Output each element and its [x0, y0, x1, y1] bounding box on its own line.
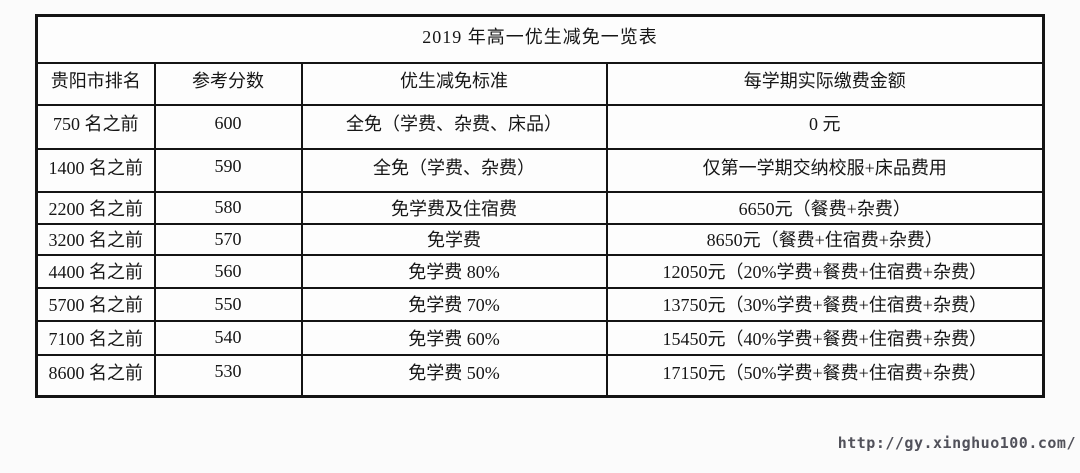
cell-standard: 全免（学费、杂费）	[300, 147, 608, 193]
cell-score: 530	[153, 353, 303, 398]
table-row: 8600 名之前 530 免学费 50% 17150元（50%学费+餐费+住宿费…	[35, 353, 1045, 398]
watermark-url: http://gy.xinghuo100.com/	[837, 434, 1076, 452]
cell-rank: 2200 名之前	[35, 190, 156, 225]
cell-score: 580	[153, 190, 303, 225]
cell-standard: 免学费 70%	[300, 286, 608, 322]
cell-standard: 免学费及住宿费	[300, 190, 608, 225]
fee-reduction-table: 2019 年高一优生减免一览表 贵阳市排名 参考分数 优生减免标准 每学期实际缴…	[35, 14, 1045, 398]
table-row: 750 名之前 600 全免（学费、杂费、床品） 0 元	[35, 103, 1045, 150]
table-row: 5700 名之前 550 免学费 70% 13750元（30%学费+餐费+住宿费…	[35, 286, 1045, 322]
cell-rank: 4400 名之前	[35, 253, 156, 289]
cell-payment: 6650元（餐费+杂费）	[605, 190, 1045, 225]
column-header-rank: 贵阳市排名	[35, 61, 156, 106]
cell-rank: 1400 名之前	[35, 147, 156, 193]
cell-score: 600	[153, 103, 303, 150]
cell-standard: 免学费 50%	[300, 353, 608, 398]
table-row: 3200 名之前 570 免学费 8650元（餐费+住宿费+杂费）	[35, 222, 1045, 256]
table-row: 7100 名之前 540 免学费 60% 15450元（40%学费+餐费+住宿费…	[35, 319, 1045, 356]
cell-standard: 免学费	[300, 222, 608, 256]
cell-payment: 仅第一学期交纳校服+床品费用	[605, 147, 1045, 193]
cell-payment: 12050元（20%学费+餐费+住宿费+杂费）	[605, 253, 1045, 289]
cell-payment: 15450元（40%学费+餐费+住宿费+杂费）	[605, 319, 1045, 356]
cell-standard: 全免（学费、杂费、床品）	[300, 103, 608, 150]
column-header-score: 参考分数	[153, 61, 303, 106]
header-row: 贵阳市排名 参考分数 优生减免标准 每学期实际缴费金额	[35, 61, 1045, 106]
column-header-payment: 每学期实际缴费金额	[605, 61, 1045, 106]
fee-table-sheet: 2019 年高一优生减免一览表 贵阳市排名 参考分数 优生减免标准 每学期实际缴…	[35, 14, 1045, 398]
column-header-standard: 优生减免标准	[300, 61, 608, 106]
cell-payment: 0 元	[605, 103, 1045, 150]
cell-rank: 750 名之前	[35, 103, 156, 150]
cell-payment: 17150元（50%学费+餐费+住宿费+杂费）	[605, 353, 1045, 398]
cell-score: 590	[153, 147, 303, 193]
cell-rank: 8600 名之前	[35, 353, 156, 398]
cell-rank: 3200 名之前	[35, 222, 156, 256]
title-row: 2019 年高一优生减免一览表	[35, 14, 1045, 64]
table-row: 4400 名之前 560 免学费 80% 12050元（20%学费+餐费+住宿费…	[35, 253, 1045, 289]
cell-payment: 8650元（餐费+住宿费+杂费）	[605, 222, 1045, 256]
cell-score: 560	[153, 253, 303, 289]
cell-standard: 免学费 80%	[300, 253, 608, 289]
cell-rank: 7100 名之前	[35, 319, 156, 356]
cell-payment: 13750元（30%学费+餐费+住宿费+杂费）	[605, 286, 1045, 322]
cell-rank: 5700 名之前	[35, 286, 156, 322]
table-row: 2200 名之前 580 免学费及住宿费 6650元（餐费+杂费）	[35, 190, 1045, 225]
cell-score: 550	[153, 286, 303, 322]
cell-score: 540	[153, 319, 303, 356]
table-title: 2019 年高一优生减免一览表	[35, 14, 1045, 64]
cell-score: 570	[153, 222, 303, 256]
table-row: 1400 名之前 590 全免（学费、杂费） 仅第一学期交纳校服+床品费用	[35, 147, 1045, 193]
cell-standard: 免学费 60%	[300, 319, 608, 356]
